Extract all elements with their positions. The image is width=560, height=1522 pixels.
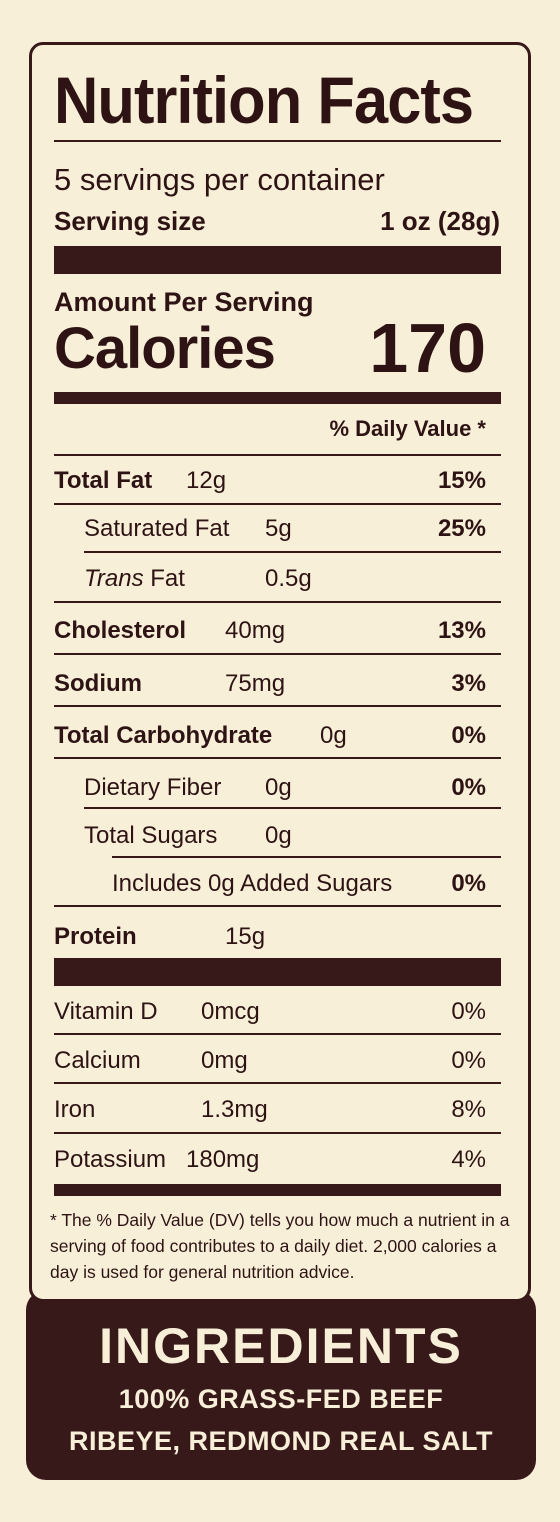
row-divider xyxy=(54,1082,501,1084)
thick-divider-top xyxy=(54,246,501,274)
calories-value: 170 xyxy=(369,309,486,387)
nutrient-row-total-sugars: Total Sugars 0g xyxy=(84,821,486,851)
nutrient-dv: 15% xyxy=(437,467,486,494)
title-divider xyxy=(54,140,501,142)
amount-per-serving: Amount Per Serving xyxy=(54,287,314,317)
nutrient-name: Total Fat xyxy=(54,467,153,494)
daily-value-footnote: * The % Daily Value (DV) tells you how m… xyxy=(50,1210,510,1282)
row-divider xyxy=(54,1033,501,1035)
row-divider xyxy=(54,905,501,907)
nutrient-row-saturated-fat: Saturated Fat 5g 25% xyxy=(84,514,486,544)
nutrient-amount: 40mg xyxy=(225,617,286,644)
row-divider xyxy=(54,601,501,603)
nutrient-amount: 12g xyxy=(186,467,227,494)
row-divider xyxy=(54,1132,501,1134)
trans-rest: Fat xyxy=(143,565,185,592)
nutrient-amount: 0.5g xyxy=(265,565,312,592)
vitamin-row-vitamin-d: Vitamin D 0mcg 0% xyxy=(54,997,486,1027)
nutrient-row-sodium: Sodium 75mg 3% xyxy=(54,669,486,699)
ingredients-panel xyxy=(26,1290,536,1480)
vitamin-dv: 4% xyxy=(451,1146,486,1173)
nutrient-name: Saturated Fat xyxy=(84,515,230,542)
row-divider xyxy=(112,856,501,858)
nutrient-row-total-carbohydrate: Total Carbohydrate 0g 0% xyxy=(54,721,486,751)
trans-italic: Trans xyxy=(84,565,144,592)
vitamin-row-calcium: Calcium 0mg 0% xyxy=(54,1046,486,1076)
nutrient-row-added-sugars: Includes 0g Added Sugars 0% xyxy=(112,869,486,899)
nutrition-title: Nutrition Facts xyxy=(54,63,474,137)
vitamin-dv: 8% xyxy=(451,1096,486,1123)
row-divider xyxy=(54,454,501,456)
nutrient-row-protein: Protein 15g xyxy=(54,922,486,952)
vitamin-amount: 0mcg xyxy=(201,998,260,1025)
row-divider xyxy=(54,705,501,707)
nutrient-dv: 25% xyxy=(437,515,486,542)
vitamin-dv: 0% xyxy=(451,998,486,1025)
row-divider xyxy=(54,503,501,505)
row-divider xyxy=(54,757,501,759)
serving-size-value: 1 oz (28g) xyxy=(380,206,500,236)
nutrient-dv: 0% xyxy=(451,774,486,801)
nutrient-row-trans-fat: Trans Fat 0.5g xyxy=(84,564,486,594)
nutrient-dv: 3% xyxy=(451,670,486,697)
calories-divider xyxy=(54,392,501,404)
nutrient-name: Trans Fat xyxy=(84,564,185,594)
vitamin-name: Vitamin D xyxy=(54,998,158,1025)
nutrient-row-cholesterol: Cholesterol 40mg 13% xyxy=(54,616,486,646)
nutrient-name: Cholesterol xyxy=(54,617,187,644)
vitamin-amount: 1.3mg xyxy=(201,1096,268,1123)
nutrient-amount: 0g xyxy=(265,774,292,801)
nutrient-dv: 0% xyxy=(451,722,486,749)
nutrient-name: Includes 0g Added Sugars xyxy=(112,870,393,897)
ingredients-line-2: RIBEYE, REDMOND REAL SALT xyxy=(68,1426,494,1456)
row-divider xyxy=(84,807,501,809)
vitamin-row-iron: Iron 1.3mg 8% xyxy=(54,1095,486,1125)
nutrient-dv: 0% xyxy=(451,870,486,897)
nutrient-amount: 0g xyxy=(320,722,347,749)
nutrient-amount: 0g xyxy=(265,822,292,849)
vitamin-dv: 0% xyxy=(451,1047,486,1074)
nutrient-amount: 5g xyxy=(265,515,292,542)
daily-value-header: % Daily Value * xyxy=(329,416,486,441)
nutrient-name: Total Carbohydrate xyxy=(54,722,273,749)
nutrient-amount: 75mg xyxy=(225,670,286,697)
serving-size-label: Serving size xyxy=(54,206,206,236)
nutrient-amount: 15g xyxy=(225,923,266,950)
bottom-thick-divider xyxy=(54,1184,501,1196)
nutrient-name: Sodium xyxy=(54,670,142,697)
vitamin-amount: 180mg xyxy=(186,1146,260,1173)
thick-divider-vitamins xyxy=(54,958,501,986)
row-divider xyxy=(84,551,501,553)
ingredients-title: INGREDIENTS xyxy=(99,1318,463,1374)
nutrient-row-total-fat: Total Fat 12g 15% xyxy=(54,466,486,496)
ingredients-line-1: 100% GRASS-FED BEEF xyxy=(118,1384,444,1414)
nutrient-name: Protein xyxy=(54,923,137,950)
nutrient-name: Dietary Fiber xyxy=(84,774,222,801)
row-divider xyxy=(54,653,501,655)
nutrient-row-dietary-fiber: Dietary Fiber 0g 0% xyxy=(84,773,486,803)
calories-label: Calories xyxy=(54,316,276,381)
nutrient-name: Total Sugars xyxy=(84,822,218,849)
vitamin-name: Calcium xyxy=(54,1047,141,1074)
vitamin-name: Potassium xyxy=(54,1146,167,1173)
vitamin-name: Iron xyxy=(54,1096,96,1123)
servings-per-container: 5 servings per container xyxy=(54,162,385,197)
vitamin-row-potassium: Potassium 180mg 4% xyxy=(54,1145,486,1175)
vitamin-amount: 0mg xyxy=(201,1047,248,1074)
nutrient-dv: 13% xyxy=(437,617,486,644)
